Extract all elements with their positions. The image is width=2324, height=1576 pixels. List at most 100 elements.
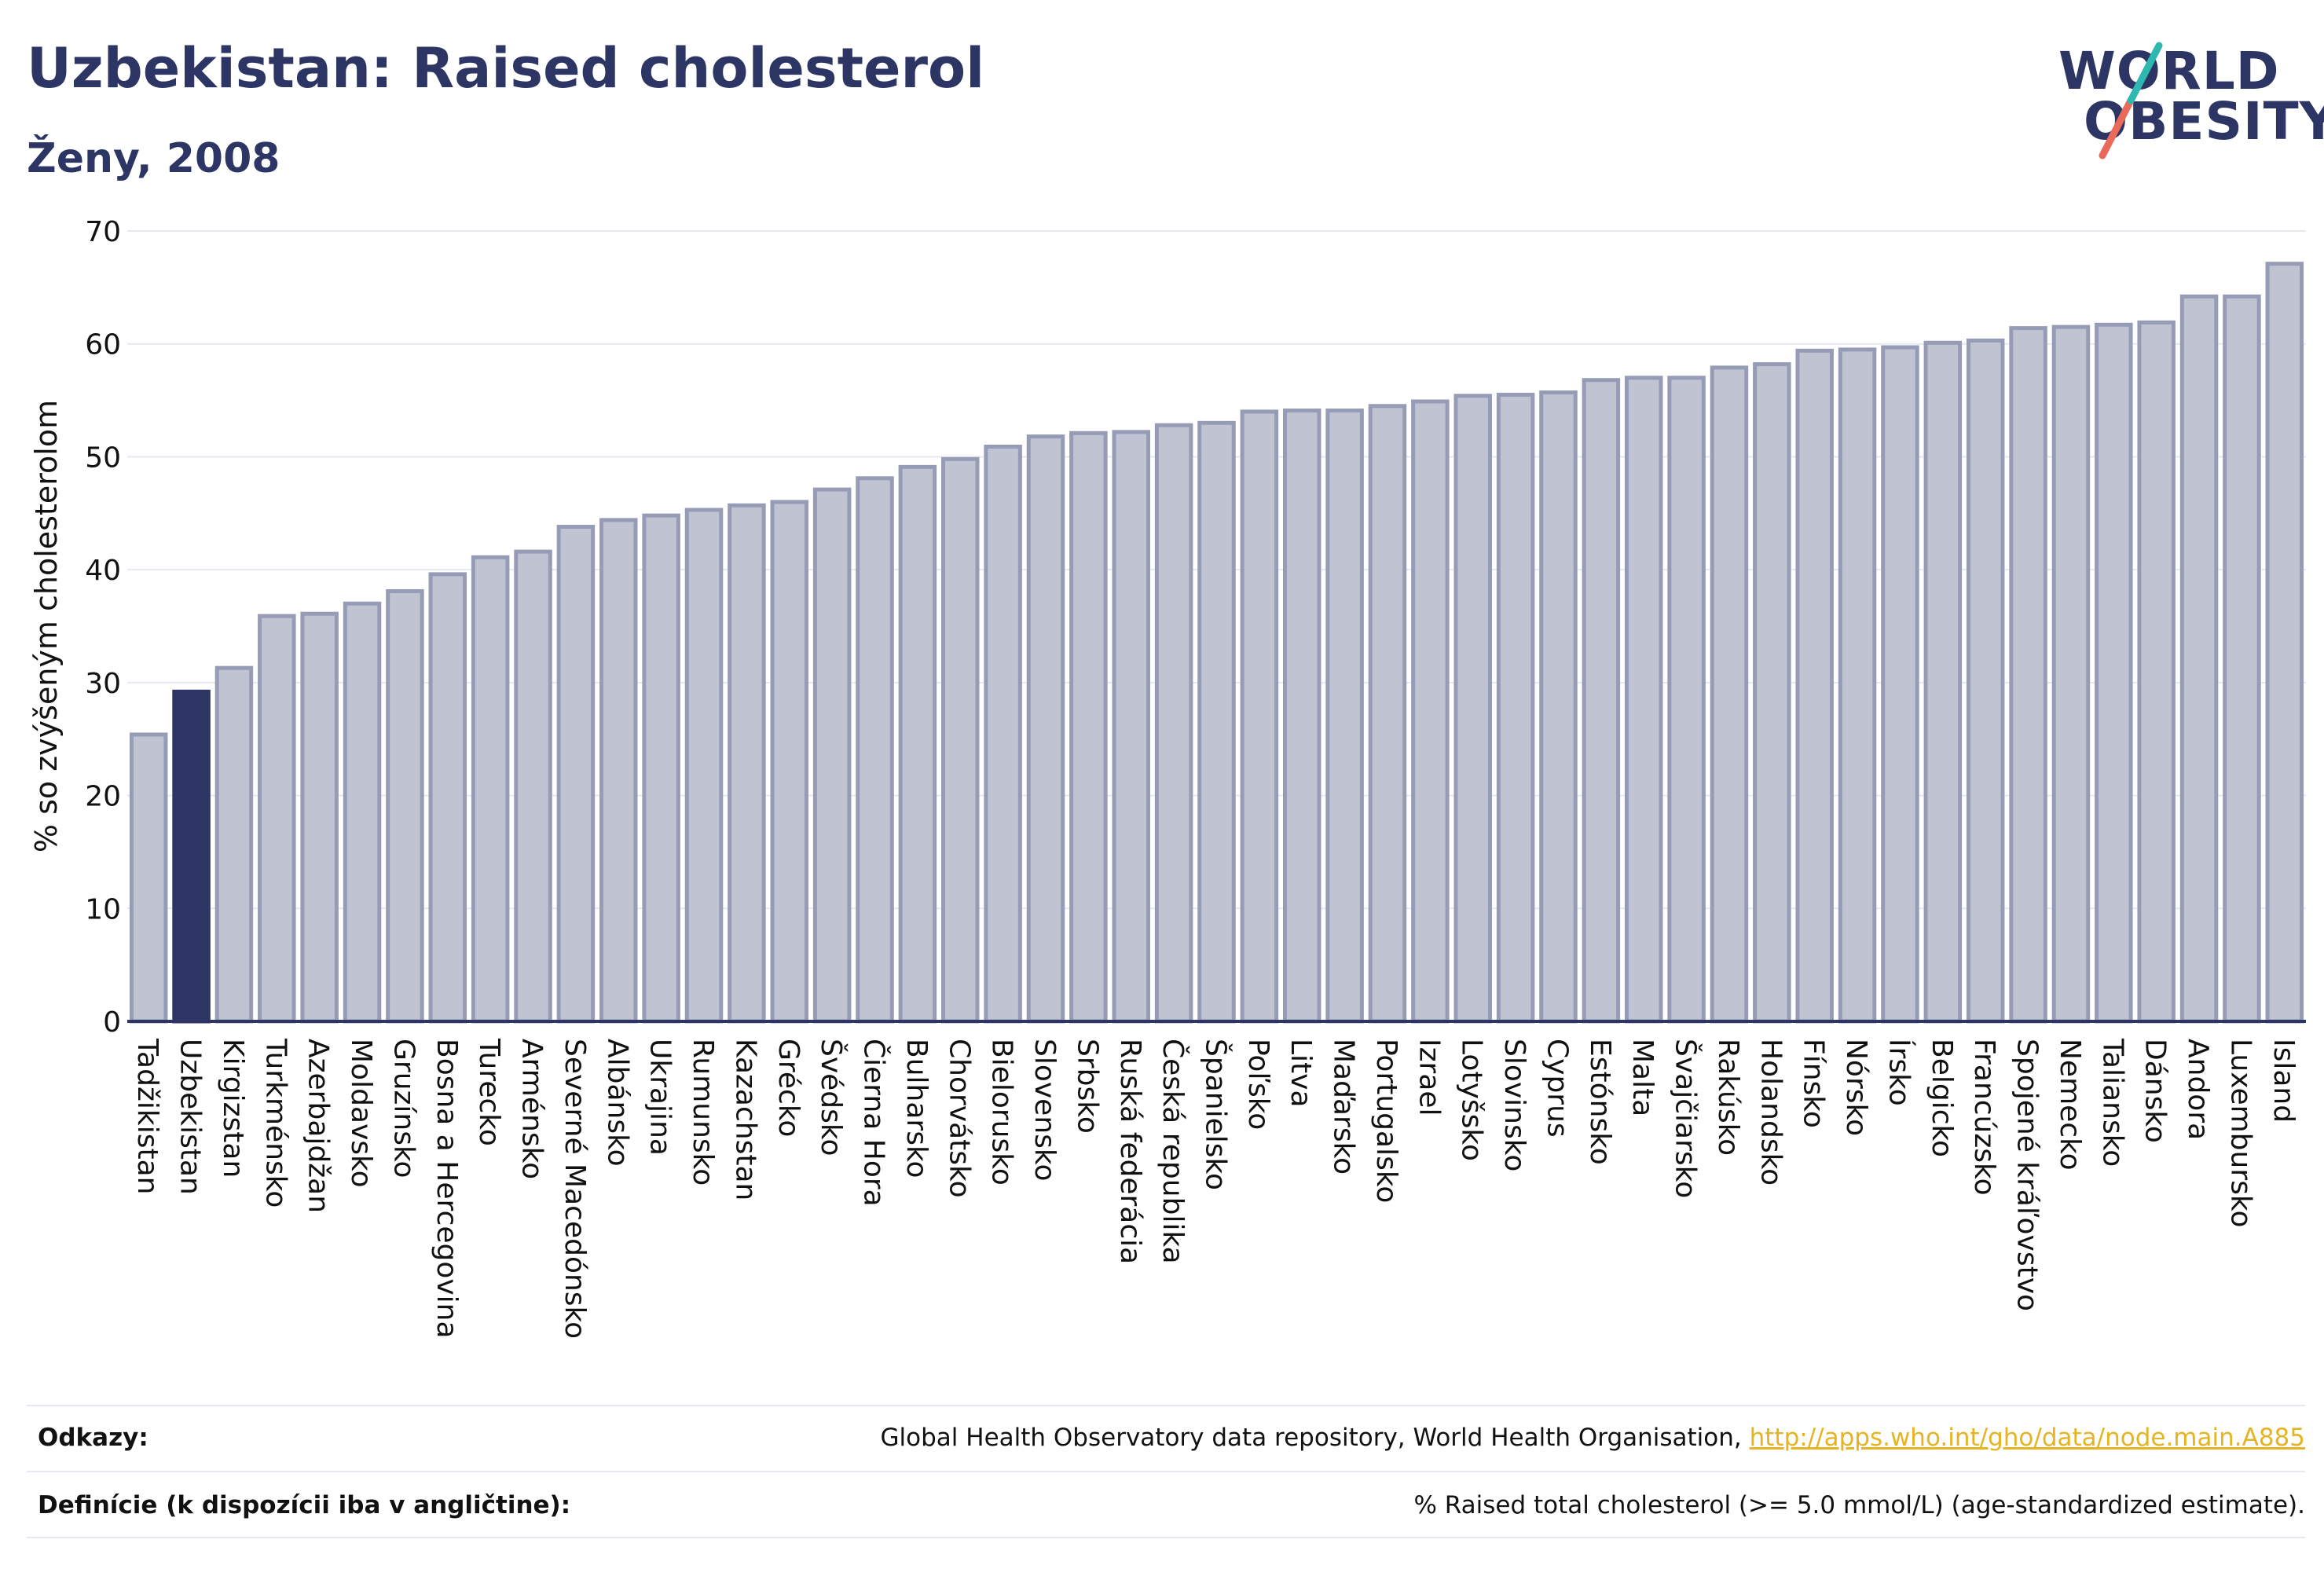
x-tick-label: Maďarsko <box>1328 1039 1360 1175</box>
bar <box>898 464 937 1024</box>
x-tick-label: Švajčiarsko <box>1670 1039 1703 1198</box>
x-tick-label: Moldavsko <box>345 1039 377 1188</box>
y-axis-label: % so zvýšeným cholesterolom <box>29 400 64 852</box>
x-tick-label: Portugalsko <box>1370 1039 1402 1203</box>
y-tick-label: 30 <box>85 668 121 700</box>
bar-highlight <box>172 689 211 1024</box>
bar <box>1966 338 2005 1024</box>
definitions-label: Definície (k dispozícii iba v angličtine… <box>38 1491 571 1519</box>
x-tick-label: Arménsko <box>516 1039 548 1179</box>
footer-divider-top <box>27 1405 2305 1406</box>
bar <box>1838 347 1877 1024</box>
bar <box>1368 404 1407 1024</box>
x-tick-label: Francúzsko <box>1968 1039 2000 1196</box>
bar <box>1282 409 1321 1024</box>
y-tick-label: 0 <box>103 1006 121 1039</box>
bar <box>1923 340 1963 1024</box>
bar <box>1496 392 1535 1024</box>
bar <box>941 456 980 1024</box>
bar <box>1539 390 1578 1024</box>
y-tick-label: 10 <box>85 893 121 925</box>
bar <box>642 513 680 1024</box>
bar <box>343 601 382 1024</box>
logo-slash-icon <box>2099 42 2163 159</box>
x-tick-label: Cyprus <box>1541 1039 1573 1138</box>
bar <box>1240 409 1279 1024</box>
x-tick-label: Nemecko <box>2054 1039 2086 1171</box>
bar <box>984 444 1022 1024</box>
bar <box>214 665 254 1024</box>
bar <box>386 588 424 1024</box>
bar <box>2179 294 2219 1024</box>
x-tick-label: Luxembursko <box>2224 1039 2256 1227</box>
bar <box>300 611 339 1024</box>
bar <box>1795 348 1834 1024</box>
bar <box>258 614 296 1024</box>
y-tick-label: 20 <box>85 781 121 813</box>
bar <box>812 487 852 1024</box>
bar <box>1753 362 1791 1024</box>
x-tick-label: Azerbajdžan <box>302 1039 335 1213</box>
x-tick-label: Severné Macedónsko <box>559 1039 591 1339</box>
bar <box>684 508 724 1024</box>
x-tick-label: Island <box>2267 1039 2300 1123</box>
x-tick-label: Turkménsko <box>259 1038 291 1208</box>
bar <box>1453 394 1492 1024</box>
x-tick-label: Bosna a Hercegovina <box>431 1039 463 1339</box>
world-obesity-logo: WORLD OBESITY <box>2058 28 2324 162</box>
x-tick-label: Izrael <box>1413 1039 1445 1116</box>
x-tick-label: Estónsko <box>1584 1039 1616 1165</box>
x-tick-label: Grécko <box>772 1039 805 1137</box>
bar-chart: 0 10 20 30 40 50 60 70 % so zvýšeným cholesterol… <box>29 216 2306 1339</box>
x-tick-label: Chorvátsko <box>943 1039 975 1198</box>
y-tick-label: 50 <box>85 442 121 474</box>
x-tick-label: Bulharsko <box>900 1039 933 1178</box>
logo-line-1: WORLD <box>2058 41 2280 101</box>
bar <box>1624 376 1663 1024</box>
bar <box>1411 399 1450 1024</box>
x-tick-label: Írsko <box>1882 1039 1915 1106</box>
bar <box>2265 262 2304 1024</box>
bar <box>556 525 596 1024</box>
x-tick-label: Dánsko <box>2139 1039 2172 1143</box>
footer-divider-middle <box>27 1471 2305 1472</box>
references-value: Global Health Observatory data repositor… <box>881 1424 2305 1452</box>
bar <box>1069 431 1108 1024</box>
bar <box>2051 324 2091 1024</box>
page-subtitle: Ženy, 2008 <box>27 135 280 182</box>
bar <box>728 503 766 1024</box>
x-tick-label: Tadžikistan <box>131 1038 163 1194</box>
x-tick-label: Nórsko <box>1840 1039 1872 1136</box>
x-tick-label: Slovensko <box>1028 1039 1061 1182</box>
x-tick-label: Čierna Hora <box>858 1039 891 1207</box>
x-tick-label: Kirgizstan <box>217 1039 249 1178</box>
bar <box>1667 376 1706 1024</box>
x-tick-label: Turecko <box>473 1038 505 1146</box>
references-label: Odkazy: <box>38 1424 148 1452</box>
y-tick-label: 60 <box>85 329 121 361</box>
x-tick-label: Litva <box>1285 1039 1317 1108</box>
x-tick-label: Holandsko <box>1754 1039 1787 1186</box>
x-tick-label: Rumunsko <box>687 1039 719 1186</box>
bar <box>514 549 552 1024</box>
x-tick-label: Taliansko <box>2096 1038 2128 1167</box>
bar <box>2137 320 2176 1024</box>
bar <box>770 500 809 1024</box>
x-tick-label: Malta <box>1626 1039 1659 1116</box>
bar <box>2009 326 2047 1024</box>
x-tick-label: Belgicko <box>1926 1039 1958 1157</box>
bar <box>856 476 894 1024</box>
x-tick-label: Švédsko <box>815 1039 848 1156</box>
bar <box>129 732 168 1024</box>
x-tick-label: Spojené kráľovstvo <box>2011 1039 2044 1311</box>
bar <box>1154 423 1193 1024</box>
x-tick-label: Gruzínsko <box>387 1039 420 1178</box>
bar <box>1582 378 1621 1024</box>
references-link[interactable]: http://apps.who.int/gho/data/node.main.A… <box>1749 1424 2305 1452</box>
x-tick-label: Poľsko <box>1242 1039 1274 1130</box>
bar <box>428 572 467 1024</box>
x-tick-label: Albánsko <box>601 1039 633 1167</box>
definitions-text: % Raised total cholesterol (>= 5.0 mmol/… <box>1413 1491 2305 1519</box>
x-tick-label: Fínsko <box>1798 1039 1830 1128</box>
x-tick-label: Česká republika <box>1157 1039 1189 1264</box>
